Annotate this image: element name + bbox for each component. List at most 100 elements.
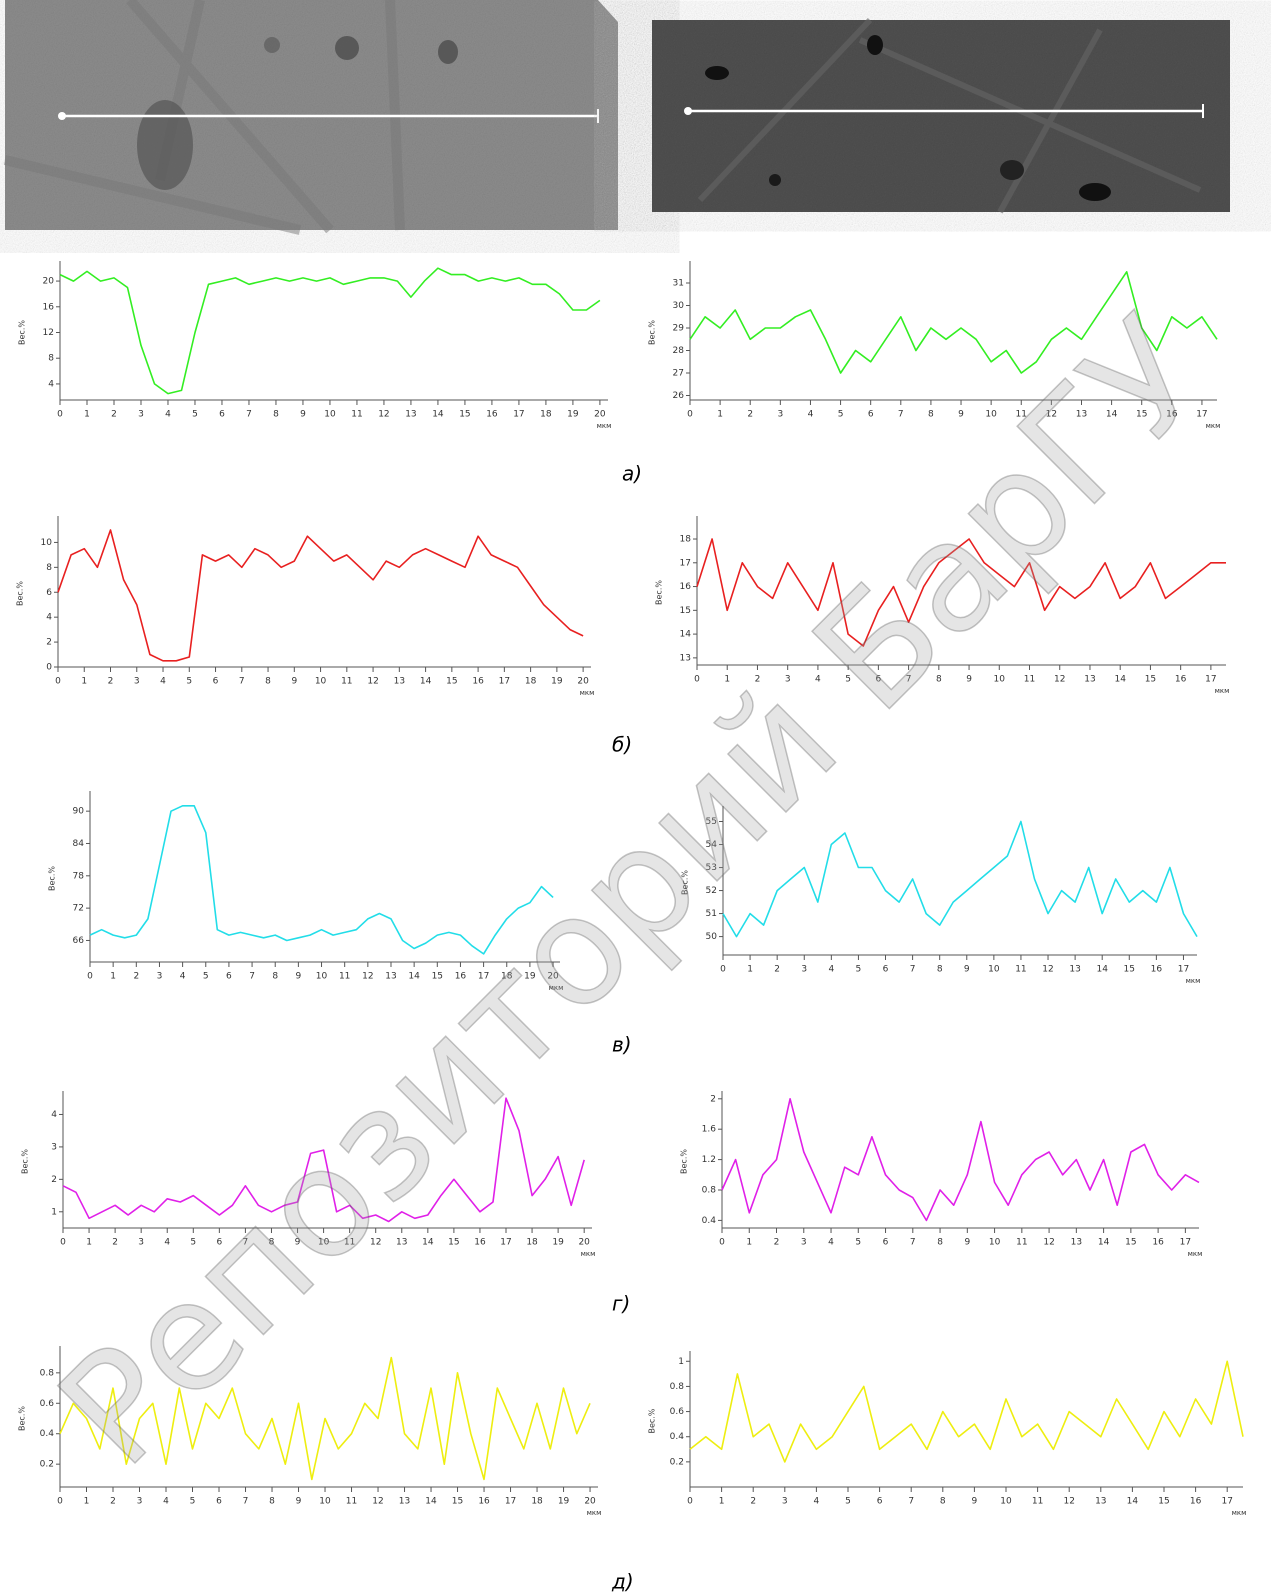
y-axis-label: Вес.% — [681, 870, 690, 895]
line-chart: 0.20.40.60.810 1 2 3 4 5 6 7 8 9 10 11 12 13 14 15 16 17м… — [648, 1351, 1246, 1517]
x-tick-label: 9 — [958, 410, 964, 420]
x-tick-label: 12 — [367, 677, 378, 687]
x-tick-label: 9 — [296, 972, 302, 982]
y-tick-label: 4 — [51, 1110, 57, 1120]
x-axis-label: мкм — [581, 1250, 596, 1258]
x-tick-label: 8 — [269, 1238, 275, 1248]
x-tick-label: 13 — [1084, 675, 1095, 685]
x-tick-label: 16 — [1152, 1238, 1164, 1248]
x-tick-label: 15 — [1145, 675, 1156, 685]
x-tick-label: 12 — [1046, 410, 1057, 420]
x-tick-label: 15 — [1136, 410, 1147, 420]
y-tick-label: 0.2 — [670, 1457, 684, 1467]
x-tick-label: 20 — [547, 972, 559, 982]
x-tick-label: 3 — [801, 1238, 807, 1248]
x-tick-label: 12 — [362, 972, 373, 982]
y-tick-label: 2 — [710, 1094, 716, 1104]
x-tick-label: 11 — [1015, 965, 1026, 975]
x-tick-label: 5 — [845, 675, 851, 685]
x-tick-label: 10 — [994, 675, 1006, 685]
y-tick-label: 0.8 — [670, 1382, 685, 1392]
x-tick-label: 7 — [243, 1238, 249, 1248]
x-tick-label: 5 — [845, 1497, 851, 1507]
x-tick-label: 11 — [346, 1497, 357, 1507]
x-tick-label: 12 — [372, 1497, 383, 1507]
x-tick-label: 14 — [1127, 1497, 1139, 1507]
x-tick-label: 0 — [57, 410, 63, 420]
x-tick-label: 10 — [319, 1497, 331, 1507]
y-tick-label: 52 — [706, 886, 717, 896]
x-tick-label: 1 — [86, 1238, 92, 1248]
x-tick-label: 12 — [1063, 1497, 1074, 1507]
x-tick-label: 16 — [1151, 965, 1163, 975]
x-tick-label: 18 — [525, 677, 537, 687]
x-tick-label: 3 — [138, 410, 144, 420]
x-tick-label: 4 — [160, 677, 166, 687]
micrograph-right — [652, 17, 1230, 214]
x-tick-label: 9 — [966, 675, 972, 685]
x-tick-label: 2 — [774, 1238, 780, 1248]
x-tick-label: 11 — [1032, 1497, 1043, 1507]
x-tick-label: 1 — [110, 972, 116, 982]
panel-label: б) — [612, 733, 632, 757]
x-tick-label: 16 — [472, 677, 484, 687]
x-tick-label: 3 — [137, 1497, 143, 1507]
x-tick-label: 17 — [1205, 675, 1216, 685]
x-tick-label: 14 — [1098, 1238, 1110, 1248]
x-tick-label: 11 — [339, 972, 350, 982]
x-tick-label: 4 — [163, 1497, 169, 1507]
x-tick-label: 0 — [55, 677, 61, 687]
x-tick-label: 4 — [808, 410, 814, 420]
x-tick-label: 10 — [989, 1238, 1001, 1248]
x-tick-label: 19 — [552, 1238, 564, 1248]
x-tick-label: 15 — [452, 1497, 463, 1507]
x-tick-label: 4 — [180, 972, 186, 982]
x-tick-label: 15 — [1124, 965, 1135, 975]
y-tick-label: 27 — [673, 369, 684, 379]
data-line — [62, 1097, 585, 1223]
x-tick-label: 6 — [219, 410, 225, 420]
x-tick-label: 7 — [908, 1497, 914, 1507]
x-tick-label: 3 — [777, 410, 783, 420]
x-tick-label: 1 — [84, 1497, 90, 1507]
y-tick-label: 2 — [51, 1175, 57, 1185]
y-tick-label: 50 — [706, 932, 718, 942]
x-tick-label: 4 — [164, 1238, 170, 1248]
x-tick-label: 17 — [500, 1238, 511, 1248]
y-tick-label: 0.4 — [40, 1429, 55, 1439]
x-tick-label: 11 — [1024, 675, 1035, 685]
x-tick-label: 3 — [782, 1497, 788, 1507]
x-axis-label: мкм — [1215, 687, 1230, 695]
x-tick-label: 10 — [315, 677, 327, 687]
y-tick-label: 1 — [678, 1357, 684, 1367]
x-tick-label: 8 — [936, 675, 942, 685]
x-tick-label: 17 — [1196, 410, 1207, 420]
x-tick-label: 16 — [1166, 410, 1178, 420]
x-tick-label: 16 — [478, 1497, 490, 1507]
y-tick-label: 12 — [43, 328, 54, 338]
y-tick-label: 18 — [680, 535, 692, 545]
x-tick-label: 17 — [499, 677, 510, 687]
data-line — [721, 1098, 1200, 1222]
x-tick-label: 9 — [296, 1497, 302, 1507]
x-tick-label: 11 — [344, 1238, 355, 1248]
x-tick-label: 1 — [724, 675, 730, 685]
x-tick-label: 1 — [84, 410, 90, 420]
x-tick-label: 13 — [1095, 1497, 1106, 1507]
x-tick-label: 12 — [378, 410, 389, 420]
x-tick-label: 1 — [719, 1497, 725, 1507]
y-tick-label: 15 — [680, 606, 691, 616]
x-tick-label: 11 — [341, 677, 352, 687]
x-tick-label: 2 — [112, 1238, 118, 1248]
y-axis-label: Вес.% — [18, 320, 27, 345]
y-axis-label: Вес.% — [48, 866, 57, 891]
x-tick-label: 13 — [399, 1497, 410, 1507]
x-tick-label: 12 — [1054, 675, 1065, 685]
x-tick-label: 16 — [486, 410, 498, 420]
y-tick-label: 0.4 — [670, 1432, 685, 1442]
y-tick-label: 0.6 — [40, 1399, 55, 1409]
